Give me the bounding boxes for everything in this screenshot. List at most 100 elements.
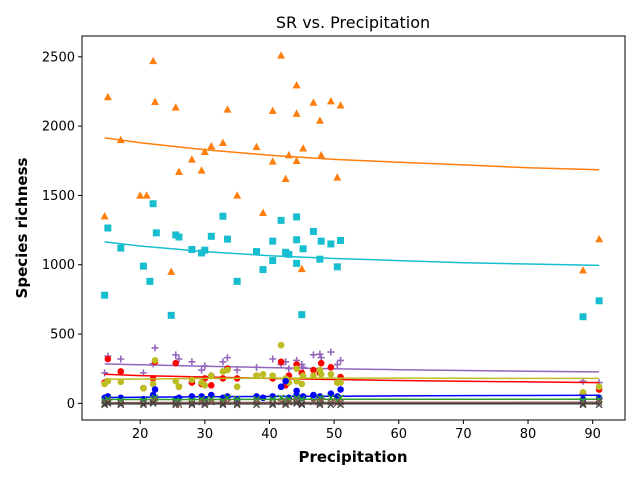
- data-point: [259, 266, 267, 274]
- data-point: [316, 255, 324, 263]
- data-point: [188, 245, 196, 253]
- data-point: [149, 380, 157, 388]
- data-point: [207, 382, 215, 389]
- data-point: [282, 401, 290, 409]
- data-point: [136, 191, 145, 199]
- data-point: [269, 355, 277, 363]
- data-point: [233, 383, 241, 391]
- data-point: [269, 257, 277, 265]
- data-point: [188, 401, 196, 409]
- y-tick-label: 1000: [42, 258, 75, 273]
- data-point: [285, 250, 293, 258]
- data-point: [293, 259, 301, 267]
- data-point: [292, 109, 301, 117]
- data-point: [277, 51, 286, 59]
- trend-line: [104, 363, 600, 373]
- data-point: [293, 213, 301, 221]
- data-point: [337, 236, 345, 244]
- data-point: [337, 356, 345, 364]
- data-point: [299, 144, 308, 152]
- data-point: [188, 376, 196, 384]
- data-point: [333, 361, 341, 369]
- data-point: [333, 263, 341, 271]
- y-tick-label: 2000: [42, 120, 75, 135]
- data-point: [219, 358, 227, 366]
- data-point: [277, 341, 285, 349]
- data-point: [595, 234, 604, 243]
- data-point: [327, 348, 335, 356]
- data-point: [595, 401, 603, 409]
- data-point: [201, 246, 209, 254]
- data-point: [282, 377, 289, 385]
- data-point: [293, 365, 300, 373]
- data-point: [117, 378, 125, 386]
- data-point: [223, 235, 231, 243]
- data-point: [253, 248, 261, 256]
- data-point: [151, 386, 159, 393]
- data-point: [299, 245, 307, 253]
- data-point: [175, 233, 183, 241]
- data-point: [207, 142, 216, 150]
- data-point: [187, 155, 196, 163]
- data-point: [101, 291, 109, 299]
- series-1: [101, 200, 603, 321]
- data-point: [578, 266, 587, 274]
- y-tick-label: 500: [50, 328, 75, 343]
- data-point: [327, 364, 335, 371]
- data-point: [171, 103, 180, 111]
- data-point: [292, 156, 301, 164]
- trend-line: [104, 137, 600, 171]
- data-point: [167, 267, 176, 275]
- data-point: [207, 232, 215, 240]
- data-point: [337, 401, 345, 409]
- data-point: [172, 351, 180, 359]
- data-point: [336, 101, 345, 109]
- data-point: [277, 383, 285, 391]
- data-point: [310, 372, 317, 379]
- y-tick-label: 0: [67, 397, 75, 412]
- data-point: [252, 142, 261, 151]
- data-point: [595, 383, 603, 391]
- data-point: [167, 311, 175, 319]
- data-point: [315, 116, 324, 124]
- x-tick-label: 40: [261, 427, 278, 442]
- data-point: [333, 173, 342, 181]
- data-point: [579, 313, 587, 321]
- data-point: [117, 368, 125, 375]
- y-axis: 0 500 1000 1500 2000 2500: [42, 50, 82, 412]
- x-tick-label: 50: [326, 427, 343, 442]
- data-point: [198, 366, 206, 374]
- x-axis-label: Precipitation: [298, 448, 407, 466]
- data-point: [317, 370, 325, 378]
- data-point: [218, 138, 227, 146]
- data-point: [117, 355, 125, 363]
- data-point: [299, 372, 307, 379]
- data-point: [103, 92, 112, 101]
- data-point: [219, 212, 227, 220]
- data-point: [233, 277, 241, 285]
- data-point: [327, 240, 335, 248]
- data-point: [317, 359, 325, 367]
- data-point: [595, 297, 603, 305]
- data-point: [188, 358, 196, 366]
- x-tick-label: 30: [197, 427, 214, 442]
- trend-line: [104, 373, 600, 384]
- data-point: [317, 151, 326, 159]
- data-point: [293, 377, 300, 385]
- x-axis: 20 30 40 50 60 70 80 90: [132, 420, 601, 442]
- data-point: [233, 366, 241, 374]
- trend-line: [104, 241, 600, 267]
- plot-area: [100, 51, 604, 409]
- data-point: [139, 262, 147, 270]
- data-point: [316, 350, 324, 358]
- data-point: [309, 98, 318, 106]
- data-point: [223, 105, 232, 113]
- data-point: [299, 363, 307, 371]
- data-point: [277, 358, 285, 366]
- data-point: [326, 96, 335, 105]
- data-point: [337, 379, 344, 386]
- y-tick-label: 2500: [42, 50, 75, 65]
- data-point: [579, 388, 587, 396]
- x-tick-label: 80: [520, 427, 537, 442]
- data-point: [146, 277, 154, 285]
